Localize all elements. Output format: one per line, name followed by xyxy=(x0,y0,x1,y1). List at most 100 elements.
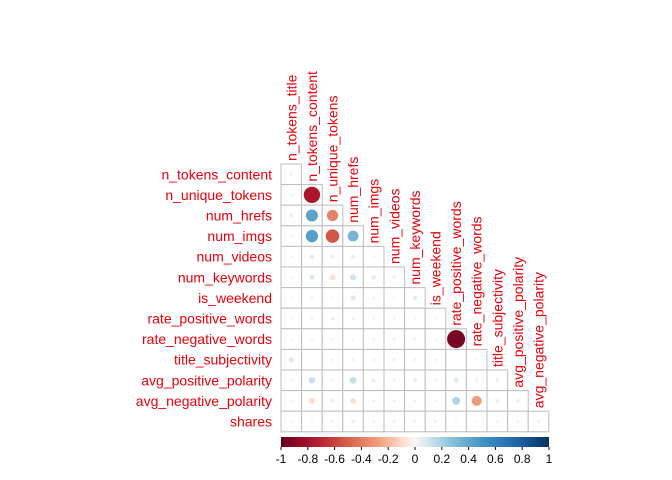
correlation-circle xyxy=(350,295,356,301)
correlation-circle xyxy=(471,395,482,406)
correlation-circle xyxy=(372,337,376,341)
correlation-circle xyxy=(447,330,466,349)
correlation-circle xyxy=(289,399,293,403)
correlation-circle xyxy=(475,378,479,382)
correlation-circle xyxy=(310,358,314,362)
column-labels: n_tokens_title n_tokens_content n_unique_t… xyxy=(283,71,546,408)
column-label: n_tokens_content xyxy=(304,71,320,182)
row-label: num_keywords xyxy=(178,269,272,285)
correlation-circle xyxy=(516,419,520,424)
correlation-circle xyxy=(475,419,479,424)
column-label: num_videos xyxy=(386,189,402,265)
colorbar-tick-label: -0.6 xyxy=(324,452,345,466)
row-label: rate_positive_words xyxy=(147,311,272,327)
correlation-circle xyxy=(413,316,417,321)
column-label: rate_positive_words xyxy=(448,201,464,326)
correlation-circle xyxy=(351,358,355,362)
column-label: n_unique_tokens xyxy=(325,96,341,203)
correlation-circle xyxy=(392,419,396,424)
correlation-circle xyxy=(349,376,357,384)
correlation-circle xyxy=(412,378,417,383)
row-label: avg_negative_polarity xyxy=(136,393,272,409)
correlation-circle xyxy=(350,398,356,404)
column-label: title_subjectivity xyxy=(489,269,505,367)
correlation-circle xyxy=(351,316,355,321)
correlation-circle xyxy=(351,419,355,424)
correlation-circle xyxy=(305,209,318,222)
correlation-circle xyxy=(305,229,319,243)
correlation-circle xyxy=(289,213,294,218)
colorbar-gradient xyxy=(281,437,549,447)
correlation-circle xyxy=(351,254,356,259)
row-label: n_tokens_content xyxy=(161,166,272,182)
correlation-circle xyxy=(289,255,293,259)
colorbar-tick-label: -1 xyxy=(276,452,287,466)
correlation-circle xyxy=(433,419,438,424)
column-label: num_hrefs xyxy=(345,157,361,223)
colorbar-tick-label: 0.4 xyxy=(460,452,477,466)
correlation-circle xyxy=(308,377,316,384)
correlation-circle xyxy=(372,255,376,259)
colorbar-tick-label: 0.6 xyxy=(487,452,504,466)
correlation-circle xyxy=(412,295,418,301)
correlation-circle xyxy=(433,316,438,321)
correlation-circle xyxy=(325,229,340,243)
color-legend: -1 -0.8 -0.6 -0.4 -0.2 0 0.2 0.4 0.6 0.8 1 xyxy=(276,437,553,466)
row-label: num_hrefs xyxy=(206,208,272,224)
correlation-circle xyxy=(329,274,336,281)
correlation-circle xyxy=(392,358,396,362)
correlation-circle xyxy=(303,186,321,204)
correlation-circle xyxy=(392,316,396,321)
correlation-circle xyxy=(330,316,335,321)
correlation-circle xyxy=(371,275,376,280)
correlation-circle xyxy=(289,419,293,424)
correlation-circle xyxy=(413,419,417,424)
correlation-circle xyxy=(350,274,357,281)
correlation-circle xyxy=(392,275,396,279)
column-label: avg_negative_polarity xyxy=(531,272,547,408)
correlation-circle xyxy=(330,254,335,259)
correlation-circle xyxy=(309,254,315,259)
correlation-circle xyxy=(433,378,438,382)
correlation-circle xyxy=(475,358,479,362)
correlation-circle xyxy=(371,378,376,383)
correlation-circle xyxy=(309,274,315,280)
correlation-circle xyxy=(289,172,293,176)
colorbar-tick-label: 0.2 xyxy=(433,452,450,466)
correlation-circle xyxy=(330,358,335,362)
colorbar-tick-label: -0.8 xyxy=(297,452,318,466)
correlation-circle xyxy=(413,358,417,362)
correlation-circle xyxy=(289,193,293,197)
row-label: n_unique_tokens xyxy=(165,187,272,203)
correlation-circle xyxy=(330,419,335,424)
correlation-circle xyxy=(453,377,459,383)
colorbar-tick-label: -0.4 xyxy=(351,452,372,466)
row-labels: n_tokens_content n_unique_tokens num_hrefs… xyxy=(136,166,272,429)
colorbar-tick-label: 0.8 xyxy=(514,452,531,466)
correlation-circle xyxy=(536,419,541,424)
correlation-circle xyxy=(433,337,438,341)
row-label: avg_positive_polarity xyxy=(141,372,272,388)
correlation-circle xyxy=(330,378,335,382)
correlation-circle xyxy=(433,399,438,403)
correlation-circle xyxy=(433,358,438,362)
correlation-circle xyxy=(413,337,417,341)
correlation-circle xyxy=(310,419,314,424)
correlation-circle xyxy=(452,396,461,405)
row-label: shares xyxy=(230,414,272,430)
correlation-circle xyxy=(326,209,339,222)
colorbar-tick-label: 1 xyxy=(546,452,553,466)
correlation-circle xyxy=(392,337,396,341)
row-label: title_subjectivity xyxy=(174,352,272,368)
colorbar-tick-label: -0.2 xyxy=(378,452,399,466)
row-label: num_imgs xyxy=(207,228,272,244)
row-label: is_weekend xyxy=(198,290,272,306)
correlation-circle xyxy=(289,296,293,300)
column-label: n_tokens_title xyxy=(283,74,299,161)
correlation-circle xyxy=(351,337,355,341)
correlation-circle xyxy=(372,316,376,321)
correlation-circle xyxy=(516,399,520,403)
correlation-circle xyxy=(495,399,500,403)
correlation-circle xyxy=(289,337,293,341)
